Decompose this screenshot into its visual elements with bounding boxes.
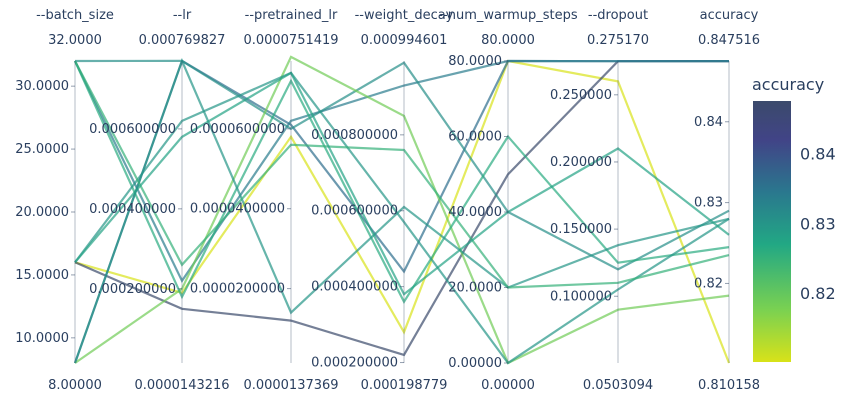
- axis-min-label: 0.0503094: [583, 378, 653, 393]
- axis-min-label: 0.0000137369: [243, 378, 338, 393]
- axis-tick-label: 0.000600000: [311, 204, 398, 219]
- axis-title: --pretrained_lr: [245, 8, 338, 23]
- axis[interactable]: --pretrained_lr 0.0000751419 0.0000137369 0…: [190, 8, 339, 393]
- axis-max-label: 0.000769827: [139, 33, 226, 48]
- data-line: [74, 71, 730, 296]
- axis[interactable]: --batch_size 32.0000 8.00000 10.0000 15.0000…: [15, 8, 114, 393]
- axis-tick-label: 80.0000: [448, 54, 502, 69]
- axis-title: --lr: [173, 8, 192, 23]
- axis-tick-label: 0.000800000: [311, 128, 398, 143]
- axis[interactable]: accuracy 0.847516 0.810158 0.82 0.83 0.84: [694, 8, 760, 393]
- colorbar-ticks: 0.82 0.83 0.84: [800, 145, 836, 304]
- colorbar-tick-label: 0.83: [800, 214, 836, 233]
- data-line: [73, 57, 730, 364]
- data-line: [74, 59, 730, 283]
- axis-max-label: 0.275170: [587, 33, 649, 48]
- axis-tick-label: 25.0000: [15, 142, 69, 157]
- axis-max-label: 0.000994601: [361, 33, 448, 48]
- axis-title: --dropout: [588, 8, 648, 23]
- axis-tick-label: 0.84: [694, 115, 723, 130]
- axis-title: --batch_size: [36, 8, 114, 23]
- axis-tick-label: 0.0000400000: [190, 202, 285, 217]
- axis-tick-label: 60.0000: [448, 130, 502, 145]
- data-line: [74, 60, 730, 289]
- axis-max-label: 32.0000: [48, 33, 102, 48]
- axis-tick-label: 0.83: [694, 196, 723, 211]
- axis-tick-label: 0.000600000: [89, 122, 176, 137]
- axes: --batch_size 32.0000 8.00000 10.0000 15.0000…: [15, 8, 760, 393]
- colorbar-gradient: [753, 101, 791, 362]
- colorbar: accuracy 0.82 0.83 0.84: [752, 75, 836, 362]
- axis-tick-label: 20.0000: [448, 281, 502, 296]
- axis-min-label: 8.00000: [48, 378, 102, 393]
- axis[interactable]: --num_warmup_steps 80.0000 0.00000 0.00000 2…: [438, 8, 578, 393]
- axis-tick-label: 0.000200000: [311, 356, 398, 371]
- axis-min-label: 0.000198779: [361, 378, 448, 393]
- data-line: [74, 71, 730, 365]
- axis-tick-label: 0.0000200000: [190, 282, 285, 297]
- axis-tick-label: 40.0000: [448, 205, 502, 220]
- axis[interactable]: --weight_decay 0.000994601 0.000198779 0.00…: [311, 8, 454, 393]
- axis-max-label: 0.0000751419: [243, 33, 338, 48]
- data-line: [73, 60, 730, 305]
- axis[interactable]: --lr 0.000769827 0.0000143216 0.000200000 0.…: [89, 8, 229, 393]
- axis-tick-label: 0.82: [694, 276, 723, 291]
- axis-title: --num_warmup_steps: [438, 8, 578, 23]
- axis-tick-label: 30.0000: [15, 79, 69, 94]
- axis-tick-label: 0.0000600000: [190, 122, 285, 137]
- axis[interactable]: --dropout 0.275170 0.0503094 0.100000 0.1500…: [550, 8, 653, 393]
- axis-min-label: 0.00000: [481, 378, 535, 393]
- axis-min-label: 0.0000143216: [134, 378, 229, 393]
- axis-title: --weight_decay: [355, 8, 454, 23]
- colorbar-title: accuracy: [752, 75, 824, 94]
- colorbar-tick-label: 0.84: [800, 145, 836, 164]
- axis-tick-label: 15.0000: [15, 268, 69, 283]
- axis-tick-label: 20.0000: [15, 205, 69, 220]
- axis-tick-label: 0.00000: [448, 356, 502, 371]
- axis-tick-label: 0.000400000: [89, 202, 176, 217]
- axis-tick-label: 0.150000: [550, 222, 612, 237]
- axis-tick-label: 0.100000: [550, 289, 612, 304]
- axis-title: accuracy: [700, 8, 759, 23]
- axis-tick-label: 0.000400000: [311, 280, 398, 295]
- axis-max-label: 80.0000: [481, 33, 535, 48]
- axis-min-label: 0.810158: [698, 378, 760, 393]
- axis-max-label: 0.847516: [698, 33, 760, 48]
- data-line: [74, 59, 731, 364]
- axis-tick-label: 10.0000: [15, 331, 69, 346]
- colorbar-tick-label: 0.82: [800, 284, 836, 303]
- data-line: [74, 59, 730, 271]
- axis-tick-label: 0.200000: [550, 155, 612, 170]
- axis-tick-label: 0.000200000: [89, 282, 176, 297]
- axis-tick-label: 0.250000: [550, 88, 612, 103]
